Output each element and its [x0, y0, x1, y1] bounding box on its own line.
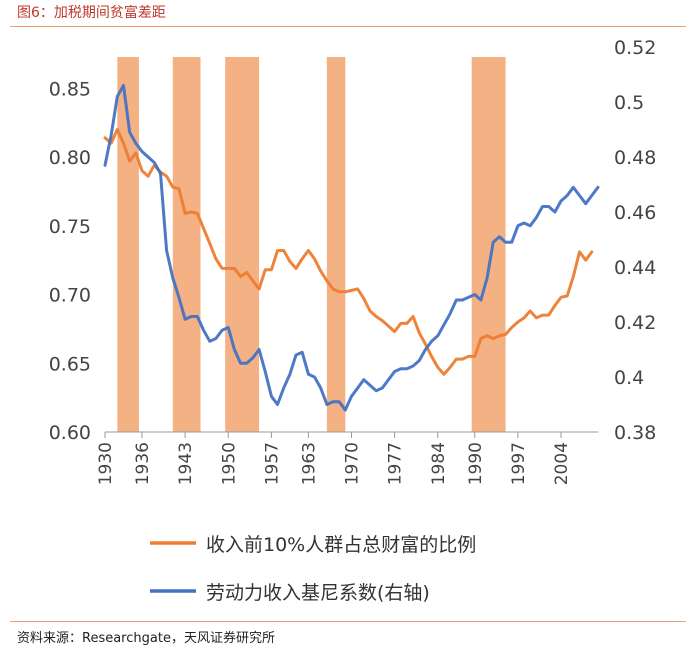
shaded-periods	[117, 57, 506, 432]
x-tick-1977: 1977	[386, 442, 406, 485]
x-tick-1957: 1957	[262, 442, 282, 485]
x-tick-1970: 1970	[343, 442, 363, 485]
chart: 0.60 0.65 0.70 0.75 0.80 0.85 0.38 0.4 0.42 0.44 0…	[49, 37, 657, 604]
y-left-tick-0.60: 0.60	[49, 422, 91, 444]
legend-label-1: 收入前10%人群占总财富的比例	[206, 534, 476, 556]
bottom-rule	[10, 621, 686, 622]
y-left-tick-0.70: 0.70	[49, 285, 91, 307]
shaded-period-1	[117, 57, 139, 432]
x-tick-1936: 1936	[133, 442, 153, 485]
shaded-period-3	[225, 57, 260, 432]
y-right-tick-0.4: 0.4	[614, 367, 644, 389]
y-right-tick-0.46: 0.46	[614, 202, 656, 224]
x-tick-1984: 1984	[429, 442, 449, 485]
x-tick-1997: 1997	[509, 442, 529, 485]
x-tick-2004: 2004	[552, 442, 572, 485]
y-right-tick-0.52: 0.52	[614, 37, 656, 59]
y-right-tick-0.5: 0.5	[614, 92, 644, 114]
x-tick-1950: 1950	[219, 442, 239, 485]
series-lines	[103, 84, 600, 412]
shaded-period-5	[471, 57, 506, 432]
axes	[104, 431, 598, 438]
x-tick-1963: 1963	[299, 442, 319, 485]
x-tick-1930: 1930	[96, 442, 116, 485]
series-line-top10-wealth-share	[103, 128, 594, 376]
x-tick-1943: 1943	[176, 442, 196, 485]
legend-label-2: 劳动力收入基尼系数(右轴)	[206, 582, 430, 604]
y-left-tick-0.75: 0.75	[49, 216, 91, 238]
series-line-labor-gini	[103, 84, 600, 412]
y-left-tick-0.85: 0.85	[49, 78, 91, 100]
figure-title: 图6：加税期间贫富差距	[17, 5, 166, 21]
y-left-tick-0.80: 0.80	[49, 147, 91, 169]
y-left-tick-0.65: 0.65	[49, 353, 91, 375]
y-right-tick-0.44: 0.44	[614, 257, 656, 279]
y-right-tick-0.38: 0.38	[614, 422, 656, 444]
source-note: 资料来源：Researchgate，天风证券研究所	[17, 631, 275, 646]
top-rule	[10, 26, 686, 27]
shaded-period-4	[326, 57, 346, 432]
y-right-tick-0.48: 0.48	[614, 147, 656, 169]
shaded-period-2	[172, 57, 201, 432]
tick-labels: 0.60 0.65 0.70 0.75 0.80 0.85 0.38 0.4 0.42 0.44 0…	[49, 37, 657, 485]
x-tick-1990: 1990	[466, 442, 486, 485]
y-right-tick-0.42: 0.42	[614, 312, 656, 334]
